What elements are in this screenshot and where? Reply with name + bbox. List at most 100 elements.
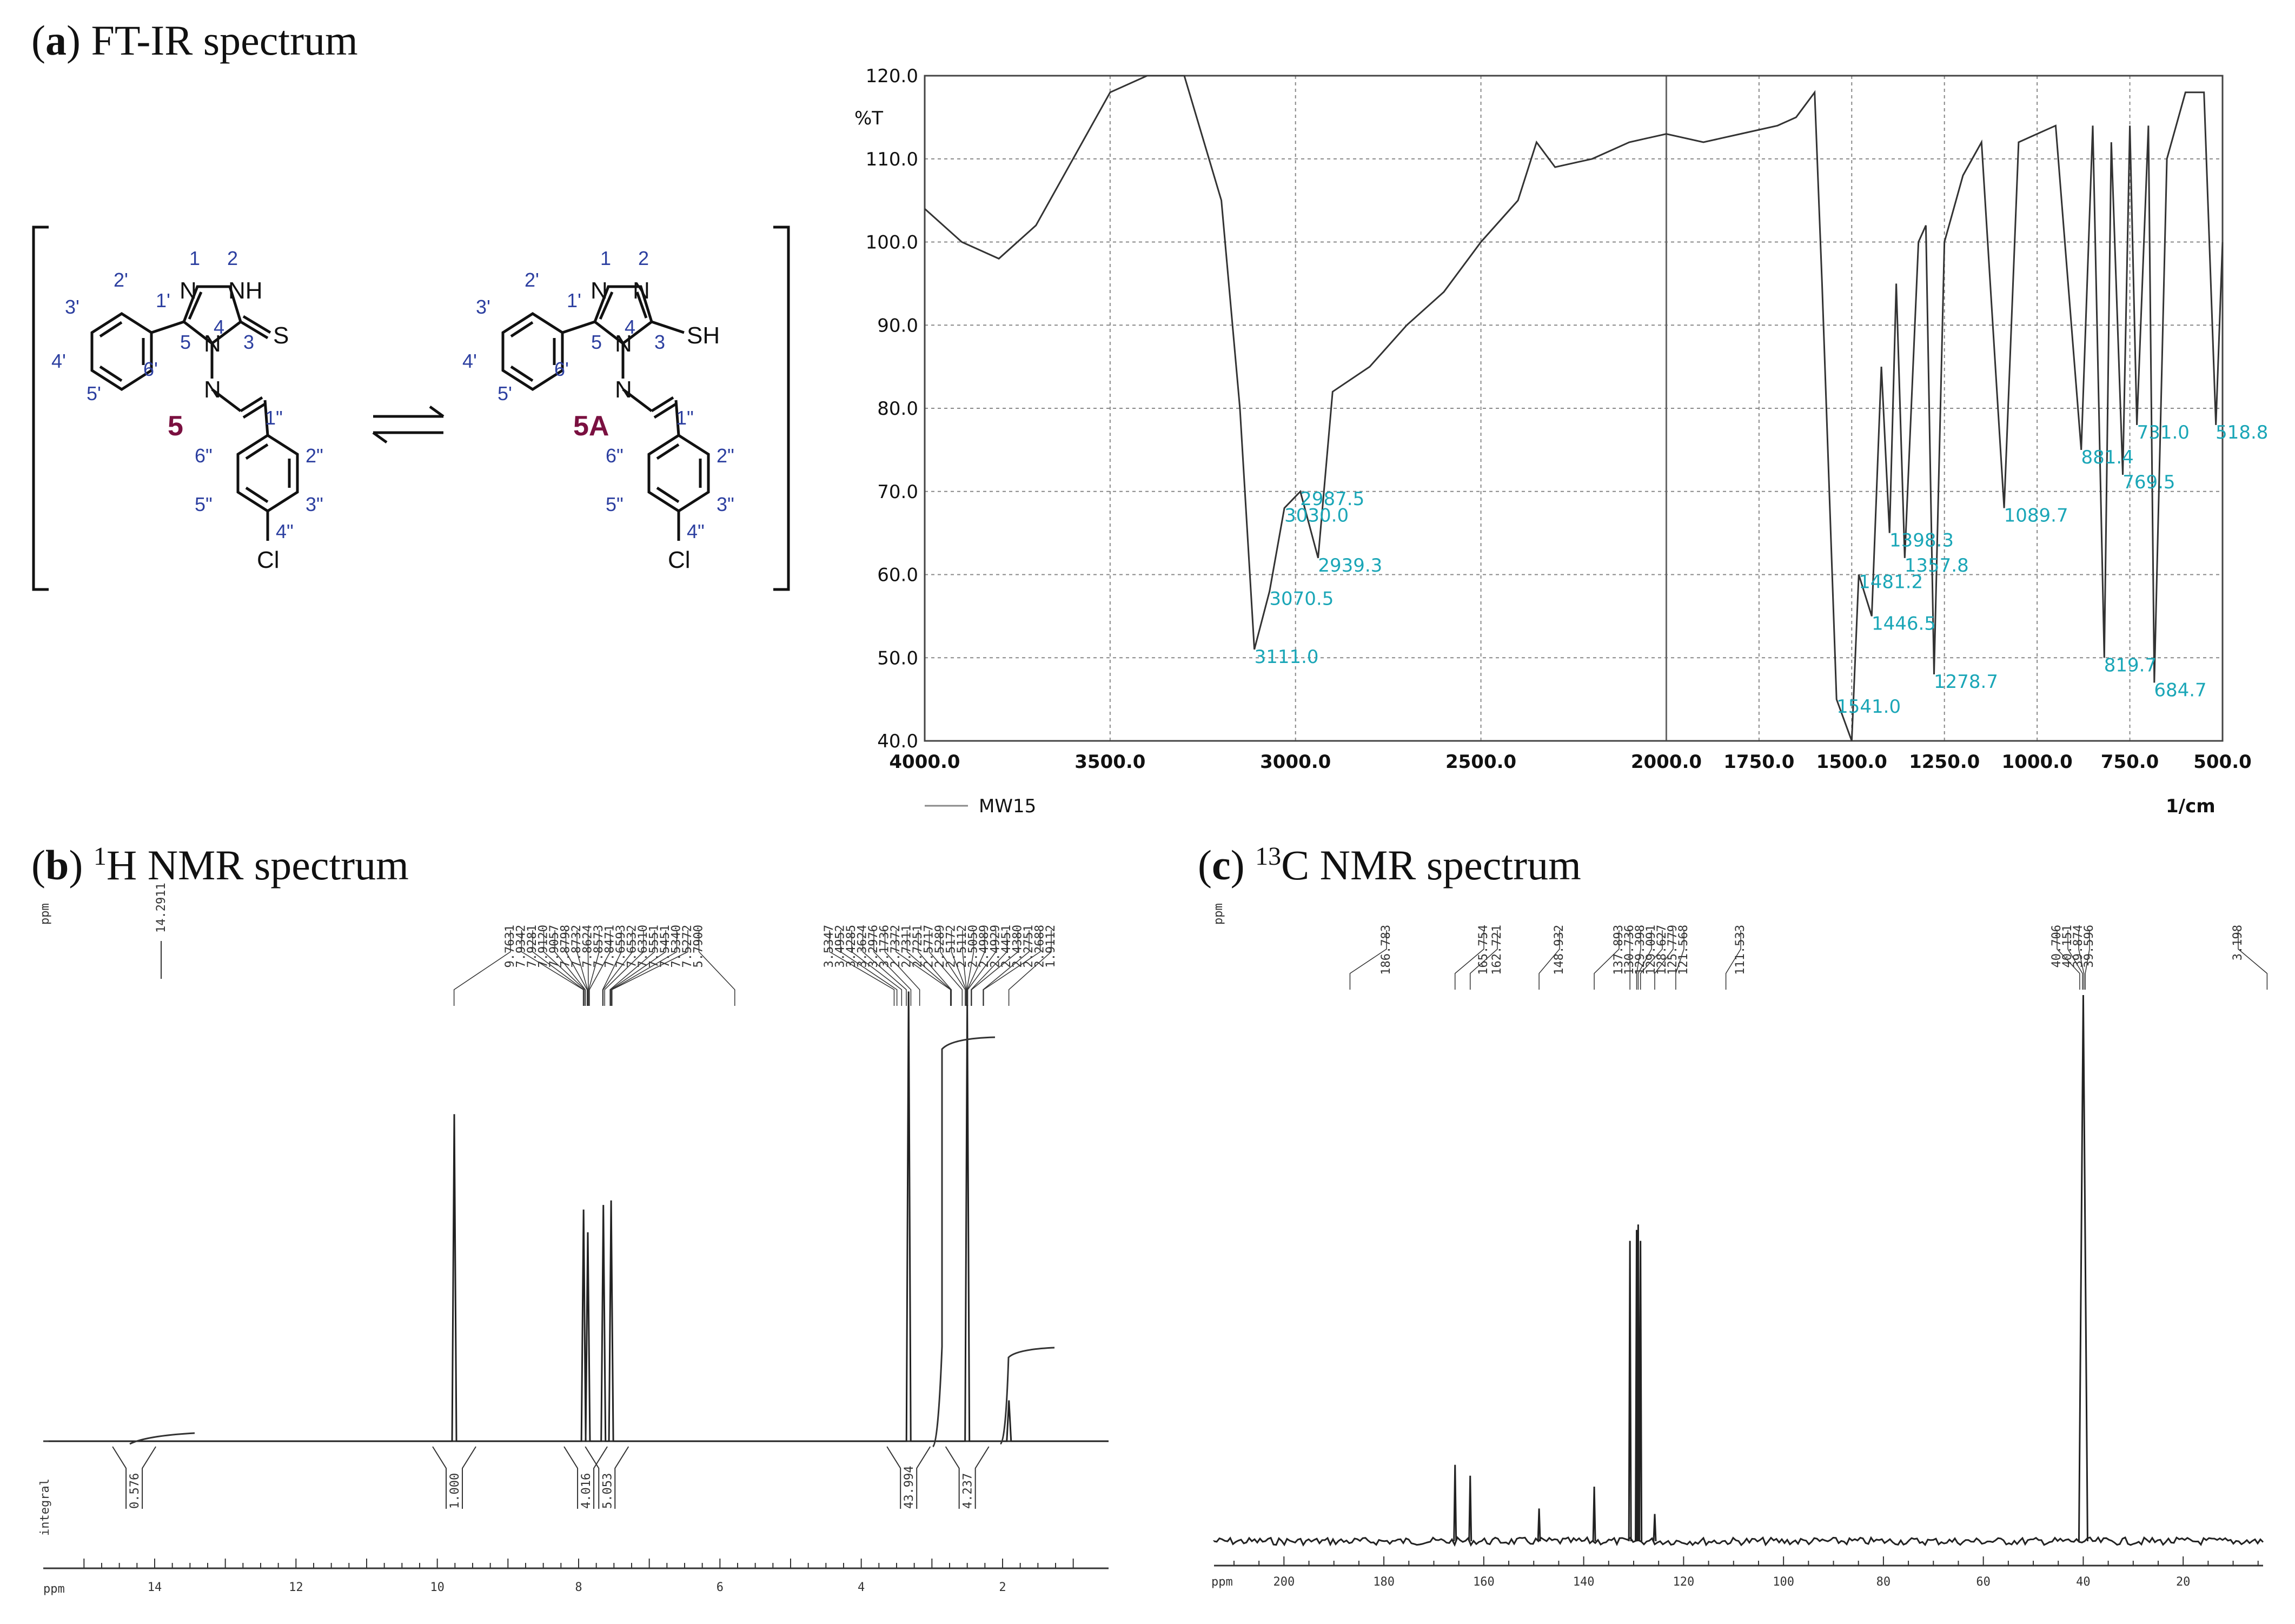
c-xtick-9: 20 xyxy=(2176,1575,2191,1589)
ir-peak-label-1: 3070.5 xyxy=(1269,588,1334,609)
ir-peak-label-13: 819.7 xyxy=(2104,654,2157,676)
svg-text:2": 2" xyxy=(306,445,323,467)
ir-peak-label-0: 3111.0 xyxy=(1255,646,1319,668)
molecule-5 xyxy=(90,285,299,541)
svg-text:3": 3" xyxy=(306,493,323,515)
ir-grid xyxy=(924,75,2223,741)
left-bracket xyxy=(32,226,49,591)
right-bracket xyxy=(773,226,790,591)
svg-text:2: 2 xyxy=(227,247,238,269)
ir-ytick-7: 110.0 xyxy=(866,149,918,170)
h-xtick-5: 4 xyxy=(858,1581,865,1594)
c-axis-label-bottom: ppm xyxy=(1211,1575,1233,1589)
svg-text:6": 6" xyxy=(606,445,624,467)
c-noise-baseline xyxy=(1213,1536,2264,1547)
svg-text:4": 4" xyxy=(276,520,294,542)
h-integral-5: 4.237 xyxy=(961,1473,975,1509)
tautomer-scheme: N NH S N N Cl 5 1 2 4 3 5 1' 2' 3' 4' 5'… xyxy=(32,226,790,591)
ir-xtick-8: 1000.0 xyxy=(2002,751,2073,773)
h-integral-4: 43.994 xyxy=(903,1466,916,1509)
ir-xtick-3: 2500.0 xyxy=(1445,751,1516,773)
c-xtick-4: 120 xyxy=(1673,1575,1695,1589)
ir-peak-label-9: 1357.8 xyxy=(1905,555,1969,576)
ir-ytick-6: 100.0 xyxy=(866,232,918,254)
svg-text:1": 1" xyxy=(676,407,694,429)
ir-peak-label-17: 518.8 xyxy=(2216,422,2268,443)
svg-text:2': 2' xyxy=(114,269,128,291)
panel-c-title: (c) 13C NMR spectrum xyxy=(1198,841,1581,889)
ir-peak-label-14: 769.5 xyxy=(2122,472,2175,493)
compound-5A-label: 5A xyxy=(573,410,609,442)
svg-text:1: 1 xyxy=(189,247,200,269)
h-xtick-2: 10 xyxy=(430,1581,445,1594)
svg-text:N: N xyxy=(204,330,221,357)
thione-s-label: S xyxy=(273,322,289,349)
ir-xtick-10: 500.0 xyxy=(2193,751,2252,773)
ir-plot-frame xyxy=(924,75,2224,742)
svg-text:N: N xyxy=(615,330,632,357)
ir-xtick-1: 3500.0 xyxy=(1074,751,1145,773)
ir-xtick-0: 4000.0 xyxy=(889,751,960,773)
ir-xunit: 1/cm xyxy=(2166,796,2216,817)
ir-ytick-3: 70.0 xyxy=(877,481,918,503)
ir-peak-label-4: 2939.3 xyxy=(1318,555,1382,576)
c-xtick-7: 60 xyxy=(1976,1575,1991,1589)
svg-text:6": 6" xyxy=(195,445,213,467)
c-axis-label-top: ppm xyxy=(1212,903,1225,925)
svg-text:4: 4 xyxy=(625,316,635,338)
h-xtick-1: 12 xyxy=(289,1581,303,1594)
svg-text:1": 1" xyxy=(265,407,283,429)
ir-peak-label-10: 1278.7 xyxy=(1934,671,1998,693)
svg-text:3': 3' xyxy=(476,296,490,318)
svg-text:4': 4' xyxy=(462,350,477,372)
svg-text:3: 3 xyxy=(654,331,665,353)
ir-xtick-9: 750.0 xyxy=(2101,751,2159,773)
ir-chart: %T 40.0 50.0 60.0 70.0 80.0 90.0 100.0 110.0 120… xyxy=(854,65,2268,817)
ir-peak-label-15: 731.0 xyxy=(2137,422,2190,443)
svg-text:2': 2' xyxy=(525,269,539,291)
ir-peak-label-3: 2987.5 xyxy=(1300,488,1364,510)
h-xtick-3: 8 xyxy=(575,1581,582,1594)
panel-a-title: (a) FT-IR spectrum xyxy=(31,17,358,64)
h-xtick-0: 14 xyxy=(148,1581,162,1594)
c-xtick-6: 80 xyxy=(1876,1575,1891,1589)
svg-text:5": 5" xyxy=(606,493,624,515)
thiol-sh-label: SH xyxy=(687,322,720,349)
svg-text:3': 3' xyxy=(65,296,79,318)
ir-ytick-5: 90.0 xyxy=(877,315,918,336)
ir-peak-label-6: 1481.2 xyxy=(1859,572,1923,593)
c-xtick-5: 100 xyxy=(1773,1575,1794,1589)
svg-text:2: 2 xyxy=(638,247,649,269)
ir-peak-label-5: 1541.0 xyxy=(1836,696,1901,718)
h-integral-label: integral xyxy=(38,1479,52,1536)
svg-text:1': 1' xyxy=(156,289,170,311)
svg-text:N: N xyxy=(180,277,197,304)
ir-xtick-5: 1750.0 xyxy=(1723,751,1794,773)
svg-text:4': 4' xyxy=(51,350,66,372)
ir-ytick-0: 40.0 xyxy=(877,731,918,752)
c-xtick-1: 180 xyxy=(1373,1575,1395,1589)
svg-text:6': 6' xyxy=(554,358,569,380)
svg-text:5: 5 xyxy=(180,331,191,353)
h-xtick-4: 6 xyxy=(717,1581,724,1594)
ir-ytick-1: 50.0 xyxy=(877,647,918,669)
svg-text:1: 1 xyxy=(600,247,611,269)
ir-xtick-4: 2000.0 xyxy=(1631,751,1702,773)
h-peak-label-14: 14.2911 xyxy=(155,883,168,933)
ir-xtick-7: 1250.0 xyxy=(1909,751,1980,773)
c-xtick-3: 140 xyxy=(1573,1575,1595,1589)
cl-label-5A: Cl xyxy=(668,547,691,573)
ir-series-line xyxy=(924,75,2224,741)
ir-peak-label-2: 3030.0 xyxy=(1284,505,1349,527)
svg-text:N: N xyxy=(591,277,608,304)
c-xtick-8: 40 xyxy=(2076,1575,2091,1589)
c-spectrum-line xyxy=(1453,995,2088,1542)
ir-ytick-2: 60.0 xyxy=(877,565,918,586)
svg-text:5": 5" xyxy=(195,493,213,515)
h-integral-2: 4.016 xyxy=(580,1473,593,1509)
h-integral-0: 0.576 xyxy=(128,1473,142,1509)
svg-text:3: 3 xyxy=(243,331,254,353)
c-xtick-2: 160 xyxy=(1473,1575,1495,1589)
h-spectrum-line xyxy=(49,991,1109,1442)
ir-legend-label: MW15 xyxy=(979,796,1036,817)
